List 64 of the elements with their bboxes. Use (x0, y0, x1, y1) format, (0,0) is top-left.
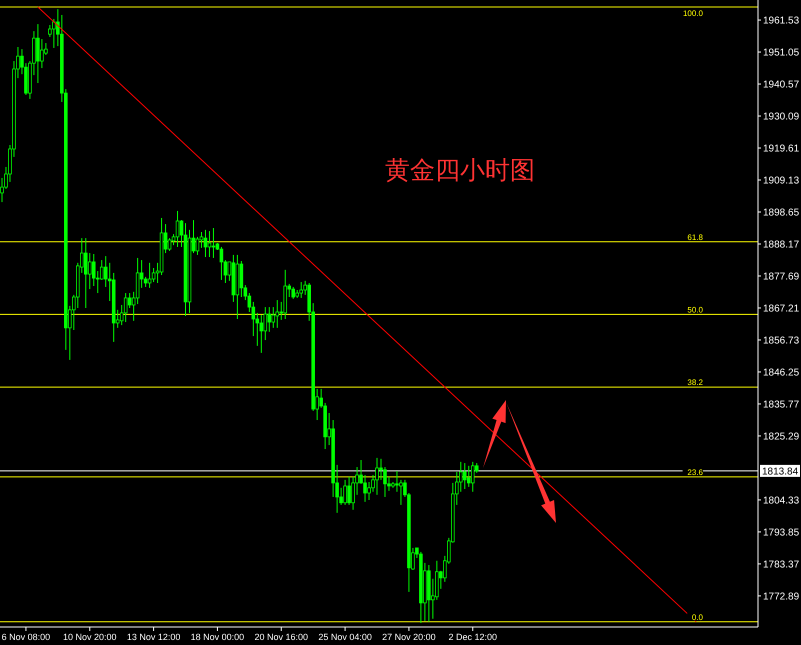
candlestick (84, 238, 88, 309)
x-tick-label: 27 Nov 20:00 (382, 632, 436, 642)
y-tick-label: 1961.53 (763, 16, 800, 27)
y-tick-label: 1783.37 (763, 559, 800, 570)
candlestick (291, 286, 296, 300)
candlestick (124, 292, 128, 323)
y-tick-label: 1919.61 (763, 144, 800, 155)
candlestick (271, 306, 276, 328)
y-tick-label: 1825.29 (763, 431, 800, 442)
candlestick (204, 229, 208, 258)
candlestick (343, 479, 347, 506)
y-tick-label: 1804.33 (763, 495, 800, 506)
candlestick (470, 461, 475, 492)
y-tick-label: 1909.13 (763, 176, 800, 187)
y-tick-label: 1888.17 (763, 239, 800, 250)
ref-line-label: 1813.84 (762, 466, 799, 478)
candlestick (466, 465, 471, 488)
annotation: 23.6 (687, 468, 704, 477)
y-tick-label: 1856.73 (763, 335, 800, 346)
annotation: 61.8 (687, 232, 704, 242)
y-tick-label: 1793.85 (763, 527, 800, 538)
candlestick (52, 18, 56, 48)
x-tick-label: 6 Nov 08:00 (2, 632, 50, 642)
y-tick-label: 1867.21 (763, 303, 800, 314)
candlestick (40, 38, 44, 69)
candlestick (176, 210, 180, 248)
x-tick-label: 13 Nov 12:00 (126, 632, 180, 642)
y-tick-label: 1898.65 (763, 208, 800, 218)
candlestick (267, 306, 272, 332)
y-tick-label: 1835.77 (763, 399, 800, 410)
candlestick (395, 470, 399, 492)
candlestick (275, 300, 280, 328)
y-tick-label: 1877.69 (763, 271, 800, 282)
y-tick-label: 1940.57 (763, 80, 800, 91)
y-tick-label: 1951.05 (763, 48, 800, 59)
candlestick (88, 252, 92, 290)
annotation: 0.0 (692, 612, 704, 622)
candlestick (208, 230, 212, 258)
text: 黄金四小时图 (385, 156, 536, 185)
candlestick (462, 462, 467, 490)
candlestick (299, 282, 303, 298)
candlestick (144, 276, 148, 288)
y-tick-label: 1930.09 (763, 112, 800, 123)
candlestick (48, 24, 52, 38)
y-tick-label: 1772.89 (763, 591, 800, 602)
candlestick (220, 246, 224, 280)
candlestick (148, 262, 152, 288)
candlestick (375, 457, 379, 496)
x-tick-label: 18 Nov 00:00 (190, 632, 244, 642)
x-tick-label: 25 Nov 04:00 (318, 632, 372, 642)
candlestick (260, 314, 264, 354)
candlestick (347, 476, 351, 506)
candlestick (196, 236, 200, 256)
candlestick (100, 260, 104, 280)
candlestick (212, 228, 216, 258)
x-tick-label: 10 Nov 20:00 (62, 632, 117, 642)
candlestick (36, 24, 40, 84)
candlestick (240, 260, 244, 298)
annotation: 50.0 (687, 305, 704, 314)
annotation: 100.0 (682, 9, 704, 18)
y-tick-label: 1846.25 (763, 367, 800, 378)
x-tick-label: 2 Dec 12:00 (448, 632, 498, 642)
x-tick-label: 20 Nov 16:00 (254, 632, 308, 642)
annotation: 38.2 (687, 378, 704, 388)
